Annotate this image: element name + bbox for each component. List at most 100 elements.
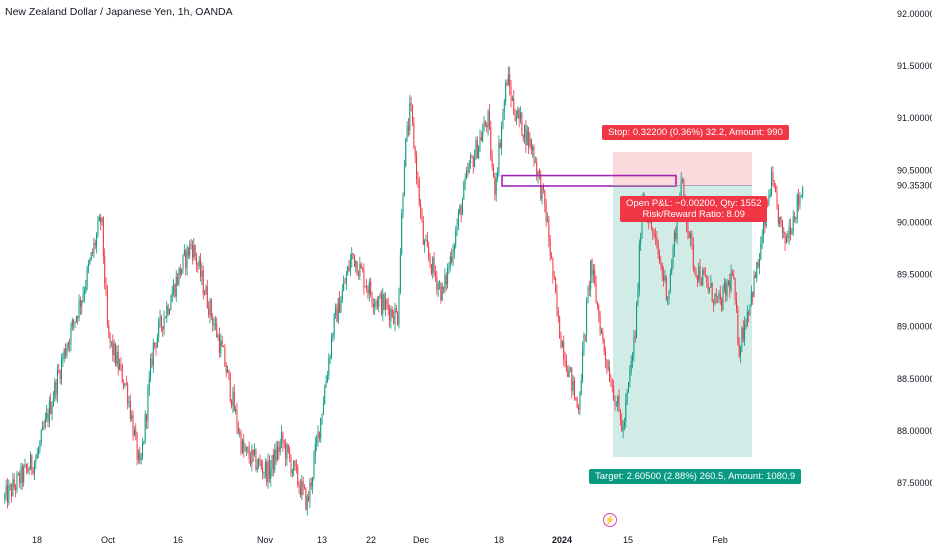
candle-body <box>11 484 13 496</box>
pnl-label[interactable]: Open P&L: −0.00200, Qty: 1552 Risk/Rewar… <box>620 196 768 222</box>
candle-body <box>439 283 440 285</box>
time-tick-label: 2024 <box>552 535 572 545</box>
candle-body <box>690 233 692 239</box>
candle-body <box>740 346 742 357</box>
candle-body <box>312 477 314 486</box>
candle-body <box>711 283 713 302</box>
lightning-bolt-icon[interactable]: ⚡ <box>603 513 617 527</box>
candle-body <box>426 239 428 247</box>
candle-body <box>209 299 211 316</box>
candle-body <box>511 98 513 101</box>
candle-body <box>484 121 486 126</box>
candle-body <box>748 311 750 315</box>
candle-body <box>456 225 458 232</box>
candle-body <box>538 171 540 175</box>
candle-body <box>147 389 149 421</box>
candle-body <box>491 157 493 167</box>
candle-body <box>316 439 318 444</box>
candle-body <box>749 303 751 315</box>
candle-body <box>545 204 547 222</box>
pnl-label-line1: Open P&L: −0.00200, Qty: 1552 <box>626 198 762 209</box>
candle-body <box>119 364 121 370</box>
candle-body <box>69 342 71 345</box>
candle-body <box>96 234 98 246</box>
candle-body <box>619 409 621 420</box>
candle-body <box>260 462 262 468</box>
candle-body <box>482 130 484 141</box>
candle-body <box>661 264 663 274</box>
candle-body <box>717 295 719 297</box>
candle-body <box>598 305 600 317</box>
candle-body <box>355 261 357 267</box>
candle-body <box>506 82 508 86</box>
candle-body <box>97 221 99 235</box>
candle-body <box>691 233 693 244</box>
candle-body <box>656 236 658 243</box>
candle-body <box>356 261 358 276</box>
candle-body <box>51 404 53 414</box>
candle-body <box>503 102 505 112</box>
candle-body <box>706 277 708 284</box>
candle-body <box>36 453 38 459</box>
candle-body <box>20 466 22 484</box>
candle-body <box>79 300 81 308</box>
candle-body <box>287 444 289 452</box>
candle-body <box>618 396 620 410</box>
candle-body <box>433 257 435 272</box>
candle-body <box>544 190 546 205</box>
candle-body <box>493 166 494 177</box>
candle-body <box>467 170 469 173</box>
candle-body <box>551 255 553 258</box>
price-tick-label: 88.50000 <box>897 374 932 384</box>
candle-body <box>13 479 15 488</box>
candle-body <box>239 432 241 434</box>
candle-body <box>216 323 218 338</box>
candle-body <box>453 245 455 253</box>
target-label[interactable]: Target: 2.60500 (2.88%) 260.5, Amount: 1… <box>589 469 802 484</box>
stop-label[interactable]: Stop: 0.32200 (0.36%) 32.2, Amount: 990 <box>602 125 789 140</box>
candle-body <box>358 275 359 277</box>
candle-body <box>713 301 715 305</box>
time-tick-label: Feb <box>712 535 728 545</box>
candle-body <box>586 301 588 336</box>
candle-body <box>162 326 164 330</box>
candle-body <box>407 126 409 131</box>
candle-body <box>449 256 451 268</box>
candle-body <box>637 290 639 305</box>
candle-body <box>665 275 667 300</box>
candle-body <box>344 282 346 284</box>
candle-body <box>140 457 142 461</box>
candle-body <box>136 433 138 460</box>
candle-body <box>110 341 112 343</box>
candle-body <box>719 293 721 300</box>
candle-body <box>628 382 629 392</box>
candle-body <box>131 415 133 419</box>
candle-body <box>105 283 107 293</box>
time-axis[interactable]: 18 Oct 16 Nov 13 22 Dec 18 2024 15 Feb <box>32 535 728 545</box>
candle-body <box>48 401 50 422</box>
candle-body <box>205 286 207 295</box>
candle-body <box>580 381 582 396</box>
candle-body <box>561 341 563 348</box>
candle-body <box>734 279 736 300</box>
candle-body <box>329 356 331 359</box>
candle-body <box>680 180 682 199</box>
candle-body <box>35 458 37 463</box>
price-tick-label: 91.00000 <box>897 113 932 123</box>
candle-body <box>291 470 293 474</box>
candle-body <box>139 452 141 461</box>
candle-body <box>532 146 534 151</box>
candle-body <box>687 225 689 233</box>
candle-body <box>695 268 697 276</box>
candle-body <box>225 366 227 373</box>
price-axis[interactable]: 92.00000 91.50000 91.00000 90.50000 90.00000… <box>897 9 932 488</box>
candle-body <box>498 142 500 173</box>
candle-body <box>313 456 315 478</box>
candle-body <box>698 266 700 280</box>
candle-body <box>443 286 445 289</box>
candle-body <box>332 334 334 338</box>
candle-body <box>236 409 238 427</box>
candle-body <box>263 472 265 474</box>
candle-body <box>528 130 530 147</box>
